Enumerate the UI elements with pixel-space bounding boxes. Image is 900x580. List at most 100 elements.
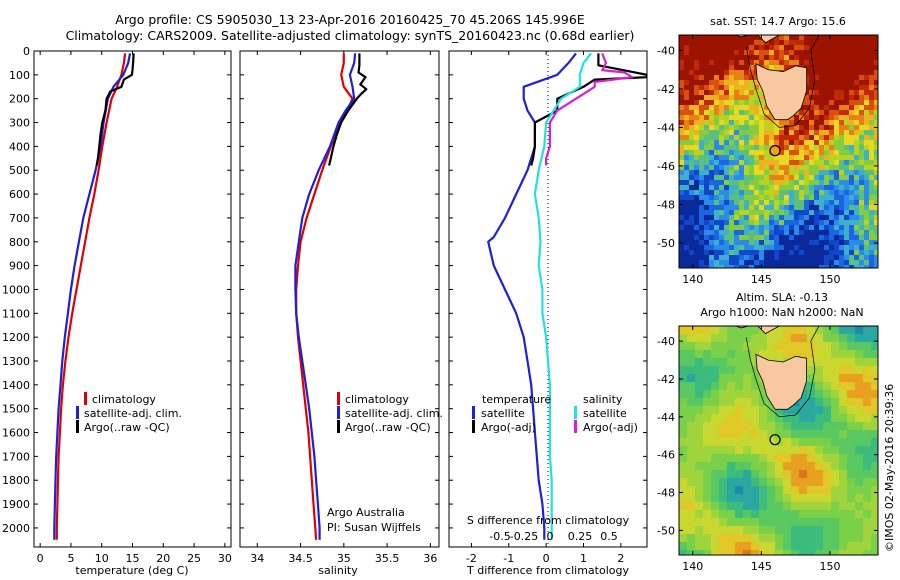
map-cell [751, 382, 760, 391]
map-cell [719, 195, 725, 201]
map-cell [809, 125, 815, 131]
map-cell [823, 406, 832, 415]
map-cell [849, 70, 855, 76]
map-cell [804, 135, 810, 141]
map-cell [834, 145, 840, 151]
map-cell [719, 120, 725, 126]
map-cell [809, 190, 815, 196]
map-cell [859, 55, 865, 61]
map-cell [791, 446, 800, 455]
map-cell [694, 60, 700, 66]
map-cell [814, 250, 820, 256]
map-cell [809, 100, 815, 106]
map-cell [807, 406, 816, 415]
map-cell [859, 120, 865, 126]
series-line-climatology [55, 53, 127, 540]
map-cell [874, 190, 878, 196]
map-cell [847, 542, 856, 551]
map-cell [759, 486, 768, 495]
map-cell [789, 200, 795, 206]
map-cell [684, 120, 690, 126]
map-cell [834, 120, 840, 126]
map-cell [794, 150, 800, 156]
map-cell [809, 130, 815, 136]
map-cell [724, 55, 730, 61]
map-cell [704, 170, 710, 176]
map-cell [815, 390, 824, 399]
map-cell [799, 215, 805, 221]
map-cell [839, 398, 848, 407]
map-cell [844, 205, 850, 211]
map-cell [839, 115, 845, 121]
map-cell [814, 75, 820, 81]
map-cell [819, 185, 825, 191]
map-cell [819, 170, 825, 176]
map-cell [694, 260, 700, 266]
map-cell [704, 255, 710, 261]
map-cell [703, 326, 712, 335]
map-cell [699, 95, 705, 101]
map-cell [839, 75, 845, 81]
map-cell [814, 265, 820, 268]
y-tick-label: 1700 [2, 450, 30, 463]
map-cell [754, 55, 760, 61]
map-cell [854, 200, 860, 206]
map-cell [679, 454, 688, 463]
map-cell [829, 60, 835, 66]
map-cell [744, 195, 750, 201]
map-cell [759, 414, 768, 423]
map-cell [854, 115, 860, 121]
map-cell [794, 185, 800, 191]
map-cell [764, 205, 770, 211]
map-cell [709, 70, 715, 76]
map-cell [704, 190, 710, 196]
map-cell [695, 510, 704, 519]
map-cell [767, 534, 776, 543]
map-cell [829, 215, 835, 221]
map-cell [743, 334, 752, 343]
map-cell [743, 374, 752, 383]
map-cell [799, 255, 805, 261]
map-cell [729, 235, 735, 241]
map-cell [859, 200, 865, 206]
map-cell [744, 55, 750, 61]
map-cell [714, 240, 720, 246]
map-cell [799, 502, 808, 511]
map-cell [734, 120, 740, 126]
map-cell [789, 120, 795, 126]
map-cell [871, 382, 878, 391]
map-cell [774, 220, 780, 226]
map-cell [847, 502, 856, 511]
map-cell [734, 90, 740, 96]
map-cell [719, 526, 728, 535]
map-cell [703, 486, 712, 495]
map-cell [744, 180, 750, 186]
map-cell [834, 175, 840, 181]
map-cell [849, 245, 855, 251]
map-cell [809, 145, 815, 151]
map-cell [775, 542, 784, 551]
map-cell [767, 422, 776, 431]
map-cell [863, 542, 872, 551]
map-cell [754, 160, 760, 166]
map-cell [734, 95, 740, 101]
map-cell [719, 502, 728, 511]
map-cell [859, 115, 865, 121]
map-cell [775, 462, 784, 471]
map-cell [719, 350, 728, 359]
map-cell [714, 195, 720, 201]
map-cell [779, 150, 785, 156]
map-cell [854, 225, 860, 231]
map-cell [703, 510, 712, 519]
map-cell [789, 190, 795, 196]
map-cell [864, 155, 870, 161]
map-cell [794, 245, 800, 251]
map-cell [864, 70, 870, 76]
map-cell [794, 50, 800, 56]
map-cell [754, 240, 760, 246]
map-cell [709, 225, 715, 231]
map-cell [727, 398, 736, 407]
map-cell [759, 342, 768, 351]
map-cell [729, 70, 735, 76]
map-cell [724, 225, 730, 231]
